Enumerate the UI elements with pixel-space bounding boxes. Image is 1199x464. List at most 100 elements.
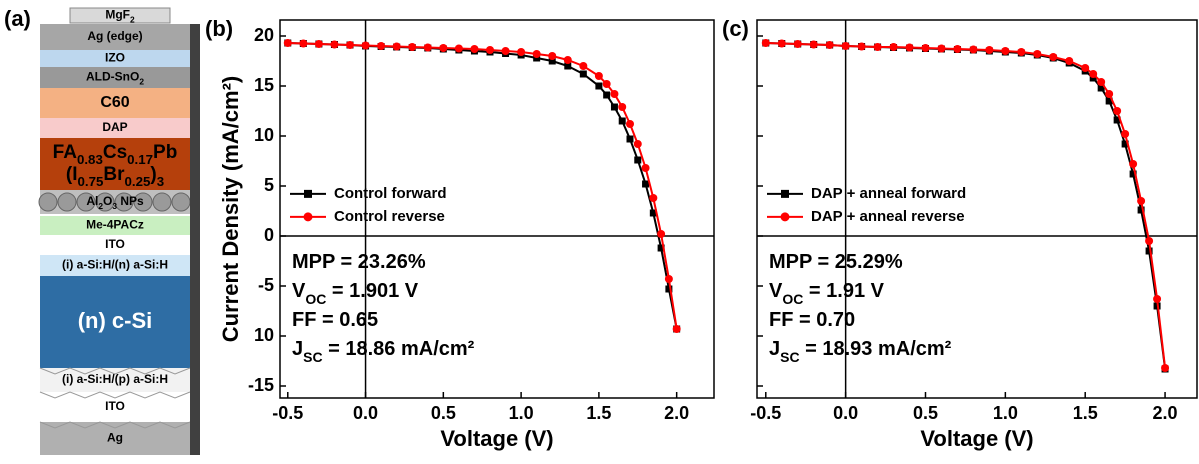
marker (563, 56, 572, 64)
plot-frame (279, 19, 715, 399)
subscript: SC (780, 349, 799, 365)
annotation: VOC = 1.901 V (292, 280, 419, 306)
text-run: (i) a-Si:H/(p) a-Si:H (62, 372, 168, 386)
x-tick-label: 0.0 (353, 403, 378, 423)
marker (626, 120, 634, 128)
marker (392, 42, 401, 51)
subscript: 3 (112, 201, 117, 211)
text-run: MPP = 23.26% (292, 251, 426, 273)
marker (634, 156, 642, 164)
layer-label: ITO (105, 399, 125, 413)
subscript: 3 (157, 174, 164, 189)
legend-marker (304, 189, 312, 198)
nanoparticle (152, 192, 172, 212)
marker (532, 50, 541, 58)
layer (69, 7, 171, 24)
marker (1097, 84, 1105, 92)
x-axis-title: Voltage (V) (440, 426, 553, 451)
marker (626, 135, 634, 143)
annotation: JSC = 18.93 mA/cm² (769, 338, 952, 364)
text-run: DAP (102, 120, 127, 134)
marker (985, 46, 994, 54)
annotation: MPP = 23.26% (292, 251, 426, 273)
marker (618, 103, 627, 111)
marker (969, 45, 978, 54)
marker (610, 90, 619, 98)
subscript: 2 (139, 77, 144, 87)
layer (40, 118, 190, 138)
text-run: ITO (105, 237, 125, 251)
layer-label: MgF2 (105, 8, 135, 25)
marker (1137, 206, 1145, 214)
layer-label: Ag (107, 431, 123, 445)
legend-marker (780, 212, 790, 222)
marker (1105, 90, 1114, 98)
marker (283, 39, 292, 47)
plot-frame (756, 19, 1198, 399)
marker (602, 80, 611, 88)
layer (40, 88, 190, 118)
marker (641, 164, 650, 172)
marker (299, 39, 308, 48)
marker (423, 43, 432, 52)
layer-label: C60 (100, 94, 129, 111)
marker (603, 91, 611, 99)
marker (1161, 364, 1170, 372)
annotation: VOC = 1.91 V (769, 280, 885, 306)
marker (657, 230, 666, 238)
text-run: V (769, 280, 783, 302)
layer-label: ITO (105, 237, 125, 251)
marker (454, 44, 463, 53)
text-run: J (292, 338, 303, 360)
text-run: Cs (103, 142, 127, 163)
marker (486, 46, 494, 54)
subscript: SC (303, 349, 322, 365)
marker (657, 244, 665, 252)
text-run: = 1.901 V (326, 280, 418, 302)
nanoparticle (133, 192, 153, 212)
marker (548, 52, 557, 60)
text-run: J (769, 338, 780, 360)
marker (594, 72, 603, 80)
y-tick-label: 5 (264, 175, 274, 195)
marker (953, 45, 962, 53)
marker (825, 41, 834, 49)
y-tick-label: 10 (254, 325, 274, 345)
marker (579, 62, 588, 70)
layer-label: ALD-SnO2 (86, 70, 144, 87)
marker (642, 180, 650, 188)
marker (346, 41, 354, 49)
text-run: Br (103, 164, 125, 185)
layer-label: FA0.83Cs0.17Pb (53, 142, 178, 167)
legend-label: DAP + anneal forward (811, 185, 966, 202)
subscript: OC (305, 291, 326, 307)
marker (377, 42, 386, 50)
layer-label: DAP (102, 120, 127, 134)
marker (937, 44, 946, 53)
marker (1049, 53, 1058, 61)
subscript: 2 (130, 15, 135, 25)
marker (470, 45, 479, 53)
marker (501, 47, 510, 55)
marker (857, 42, 866, 51)
text-run: = 18.86 mA/cm² (323, 338, 475, 360)
y-tick-label: 20 (254, 25, 274, 45)
marker (1145, 247, 1153, 255)
legend-label: Control forward (334, 185, 447, 202)
marker (1033, 50, 1042, 58)
marker (649, 194, 658, 202)
marker (610, 103, 618, 111)
marker (1097, 78, 1106, 86)
subscript: 0.83 (77, 152, 103, 167)
text-run: = 1.91 V (803, 280, 884, 302)
layer-label: (I0.75Br0.25)3 (66, 164, 164, 189)
text-run: ITO (105, 399, 125, 413)
marker (314, 40, 323, 48)
marker (439, 44, 448, 52)
text-run: Al (86, 194, 98, 208)
marker (889, 43, 898, 51)
marker (1121, 140, 1129, 148)
marker (595, 82, 603, 90)
text-run: FF = 0.65 (292, 309, 378, 331)
